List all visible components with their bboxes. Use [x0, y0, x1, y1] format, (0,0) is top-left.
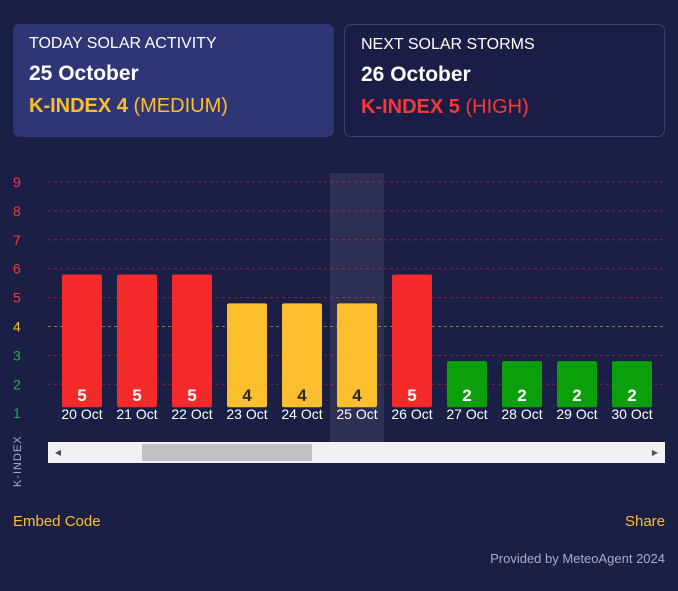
- y-tick-label: 7: [13, 232, 21, 248]
- y-tick-label: 4: [13, 319, 21, 335]
- bar[interactable]: [557, 361, 597, 408]
- bar-value-label: 4: [352, 386, 362, 405]
- x-axis-labels: 20 Oct 21 Oct 22 Oct 23 Oct 24 Oct 25 Oct 26 O…: [61, 406, 652, 422]
- y-tick-label: 5: [13, 290, 21, 306]
- bar-value-label: 4: [297, 386, 307, 405]
- bar[interactable]: [117, 274, 157, 408]
- today-kindex-level: (MEDIUM): [133, 95, 228, 117]
- bar-value-label: 5: [132, 386, 141, 405]
- x-tick-label: 20 Oct: [61, 406, 102, 422]
- x-tick-label: 21 Oct: [116, 406, 157, 422]
- bar-value-label: 5: [77, 386, 86, 405]
- today-kindex: K-INDEX 4 (MEDIUM): [29, 95, 318, 118]
- provider-credit: Provided by MeteoAgent 2024: [490, 551, 665, 566]
- today-activity-card: TODAY SOLAR ACTIVITY 25 October K-INDEX …: [13, 24, 334, 137]
- y-tick-label: 9: [13, 174, 21, 190]
- today-kindex-value: K-INDEX 4: [29, 95, 128, 117]
- chart-horizontal-scrollbar[interactable]: ◀ ▶: [48, 442, 665, 463]
- next-kindex-value: K-INDEX 5: [361, 96, 460, 118]
- bar[interactable]: [612, 361, 652, 408]
- scrollbar-thumb[interactable]: [142, 444, 312, 461]
- bar-value-label: 5: [187, 386, 196, 405]
- bar[interactable]: [172, 274, 212, 408]
- bar[interactable]: [447, 361, 487, 408]
- chart-bars: 5 5 5 4 4 4 5 2 2 2 2: [62, 274, 652, 408]
- x-tick-label: 22 Oct: [171, 406, 212, 422]
- y-tick-label: 3: [13, 347, 21, 363]
- scroll-left-icon[interactable]: ◀: [54, 448, 62, 457]
- x-tick-label: 24 Oct: [281, 406, 322, 422]
- share-link[interactable]: Share: [624, 513, 665, 530]
- embed-code-link[interactable]: Embed Code: [13, 513, 101, 530]
- bar-value-label: 2: [627, 386, 636, 405]
- bar-value-label: 4: [242, 386, 252, 405]
- x-tick-label: 25 Oct: [336, 406, 377, 422]
- x-tick-label: 26 Oct: [391, 406, 432, 422]
- next-date: 26 October: [361, 63, 471, 86]
- scroll-right-icon[interactable]: ▶: [651, 448, 659, 457]
- bar[interactable]: [392, 274, 432, 408]
- next-kindex-level: (HIGH): [465, 96, 529, 118]
- x-tick-label: 28 Oct: [501, 406, 542, 422]
- x-tick-label: 29 Oct: [556, 406, 597, 422]
- next-kindex: K-INDEX 5 (HIGH): [361, 96, 648, 119]
- x-tick-label: 27 Oct: [446, 406, 487, 422]
- y-axis-ticks: 1 2 3 4 5 6 7 8 9: [13, 174, 21, 421]
- bar[interactable]: [337, 303, 377, 408]
- y-tick-label: 1: [13, 405, 21, 421]
- bar-value-label: 5: [407, 386, 416, 405]
- bar-value-label: 2: [572, 386, 581, 405]
- next-storms-card: NEXT SOLAR STORMS 26 October K-INDEX 5 (…: [344, 24, 665, 137]
- kindex-chart: 1 2 3 4 5 6 7 8 9 5 5 5 4 4 4 5 2 2 2 2 20 Oct 21 Oct 22 Oct…: [12, 173, 665, 487]
- y-tick-label: 6: [13, 261, 21, 277]
- today-heading: TODAY SOLAR ACTIVITY: [29, 35, 217, 52]
- bar-value-label: 2: [462, 386, 471, 405]
- bar-value-label: 2: [517, 386, 526, 405]
- x-tick-label: 30 Oct: [611, 406, 652, 422]
- today-date: 25 October: [29, 62, 139, 85]
- next-heading: NEXT SOLAR STORMS: [361, 36, 535, 53]
- y-axis-label: K-INDEX: [12, 435, 24, 487]
- bar[interactable]: [502, 361, 542, 408]
- bar[interactable]: [282, 303, 322, 408]
- x-tick-label: 23 Oct: [226, 406, 267, 422]
- bar[interactable]: [227, 303, 267, 408]
- bar[interactable]: [62, 274, 102, 408]
- y-tick-label: 2: [13, 376, 21, 392]
- y-tick-label: 8: [13, 203, 21, 219]
